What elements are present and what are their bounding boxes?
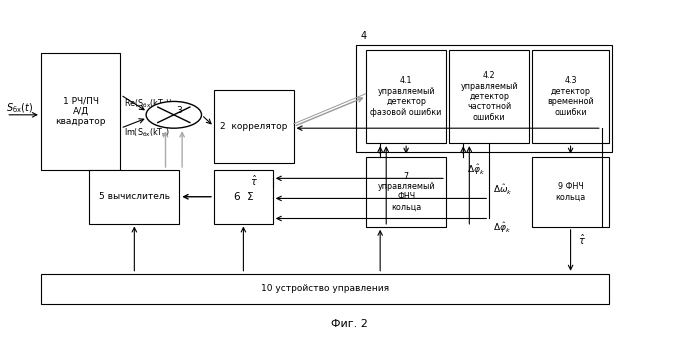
Text: 2  коррелятор: 2 коррелятор (220, 122, 288, 131)
Text: $\hat{\tau}$: $\hat{\tau}$ (250, 173, 258, 188)
FancyBboxPatch shape (41, 274, 609, 304)
Text: Фиг. 2: Фиг. 2 (331, 319, 367, 329)
Text: 6  Σ: 6 Σ (234, 192, 253, 202)
Text: 7
управляемый
ФНЧ
кольца: 7 управляемый ФНЧ кольца (378, 172, 435, 212)
Text: 4.3
детектор
временной
ошибки: 4.3 детектор временной ошибки (547, 76, 594, 117)
FancyBboxPatch shape (533, 50, 609, 143)
Text: $\hat{\tau}$: $\hat{\tau}$ (577, 233, 586, 247)
FancyBboxPatch shape (41, 53, 121, 170)
Text: 4.1
управляемый
детектор
фазовой ошибки: 4.1 управляемый детектор фазовой ошибки (371, 76, 442, 117)
Text: $\rm Re(S_{\rm бх}(kT_s))$: $\rm Re(S_{\rm бх}(kT_s))$ (124, 97, 173, 110)
FancyBboxPatch shape (533, 157, 609, 227)
Text: $\Delta\hat{\varphi}_k$: $\Delta\hat{\varphi}_k$ (493, 220, 511, 235)
FancyBboxPatch shape (450, 50, 529, 143)
Text: 4.2
управляемый
детектор
частотной
ошибки: 4.2 управляемый детектор частотной ошибк… (461, 71, 518, 122)
FancyBboxPatch shape (89, 170, 179, 223)
Text: $S_{\rm бх}(t)$: $S_{\rm бх}(t)$ (6, 101, 34, 115)
Text: 5 вычислитель: 5 вычислитель (99, 192, 170, 201)
Text: $\Delta\hat{\varphi}_k$: $\Delta\hat{\varphi}_k$ (467, 162, 485, 177)
Text: 9 ФНЧ
кольца: 9 ФНЧ кольца (556, 182, 586, 201)
Text: 3: 3 (177, 106, 182, 115)
Text: $\Delta\hat{\omega}_k$: $\Delta\hat{\omega}_k$ (493, 183, 512, 198)
FancyBboxPatch shape (366, 157, 446, 227)
Text: 4: 4 (361, 31, 367, 41)
FancyBboxPatch shape (356, 45, 612, 152)
Text: $\rm Im(S_{\rm бх}(kT_s)$: $\rm Im(S_{\rm бх}(kT_s)$ (124, 126, 170, 139)
FancyBboxPatch shape (214, 170, 273, 223)
FancyBboxPatch shape (366, 50, 446, 143)
Circle shape (146, 101, 202, 128)
Text: 10 устройство управления: 10 устройство управления (260, 284, 389, 293)
FancyBboxPatch shape (214, 90, 294, 163)
Text: 1 РЧ/ПЧ
А/Д
квадратор: 1 РЧ/ПЧ А/Д квадратор (55, 97, 106, 126)
